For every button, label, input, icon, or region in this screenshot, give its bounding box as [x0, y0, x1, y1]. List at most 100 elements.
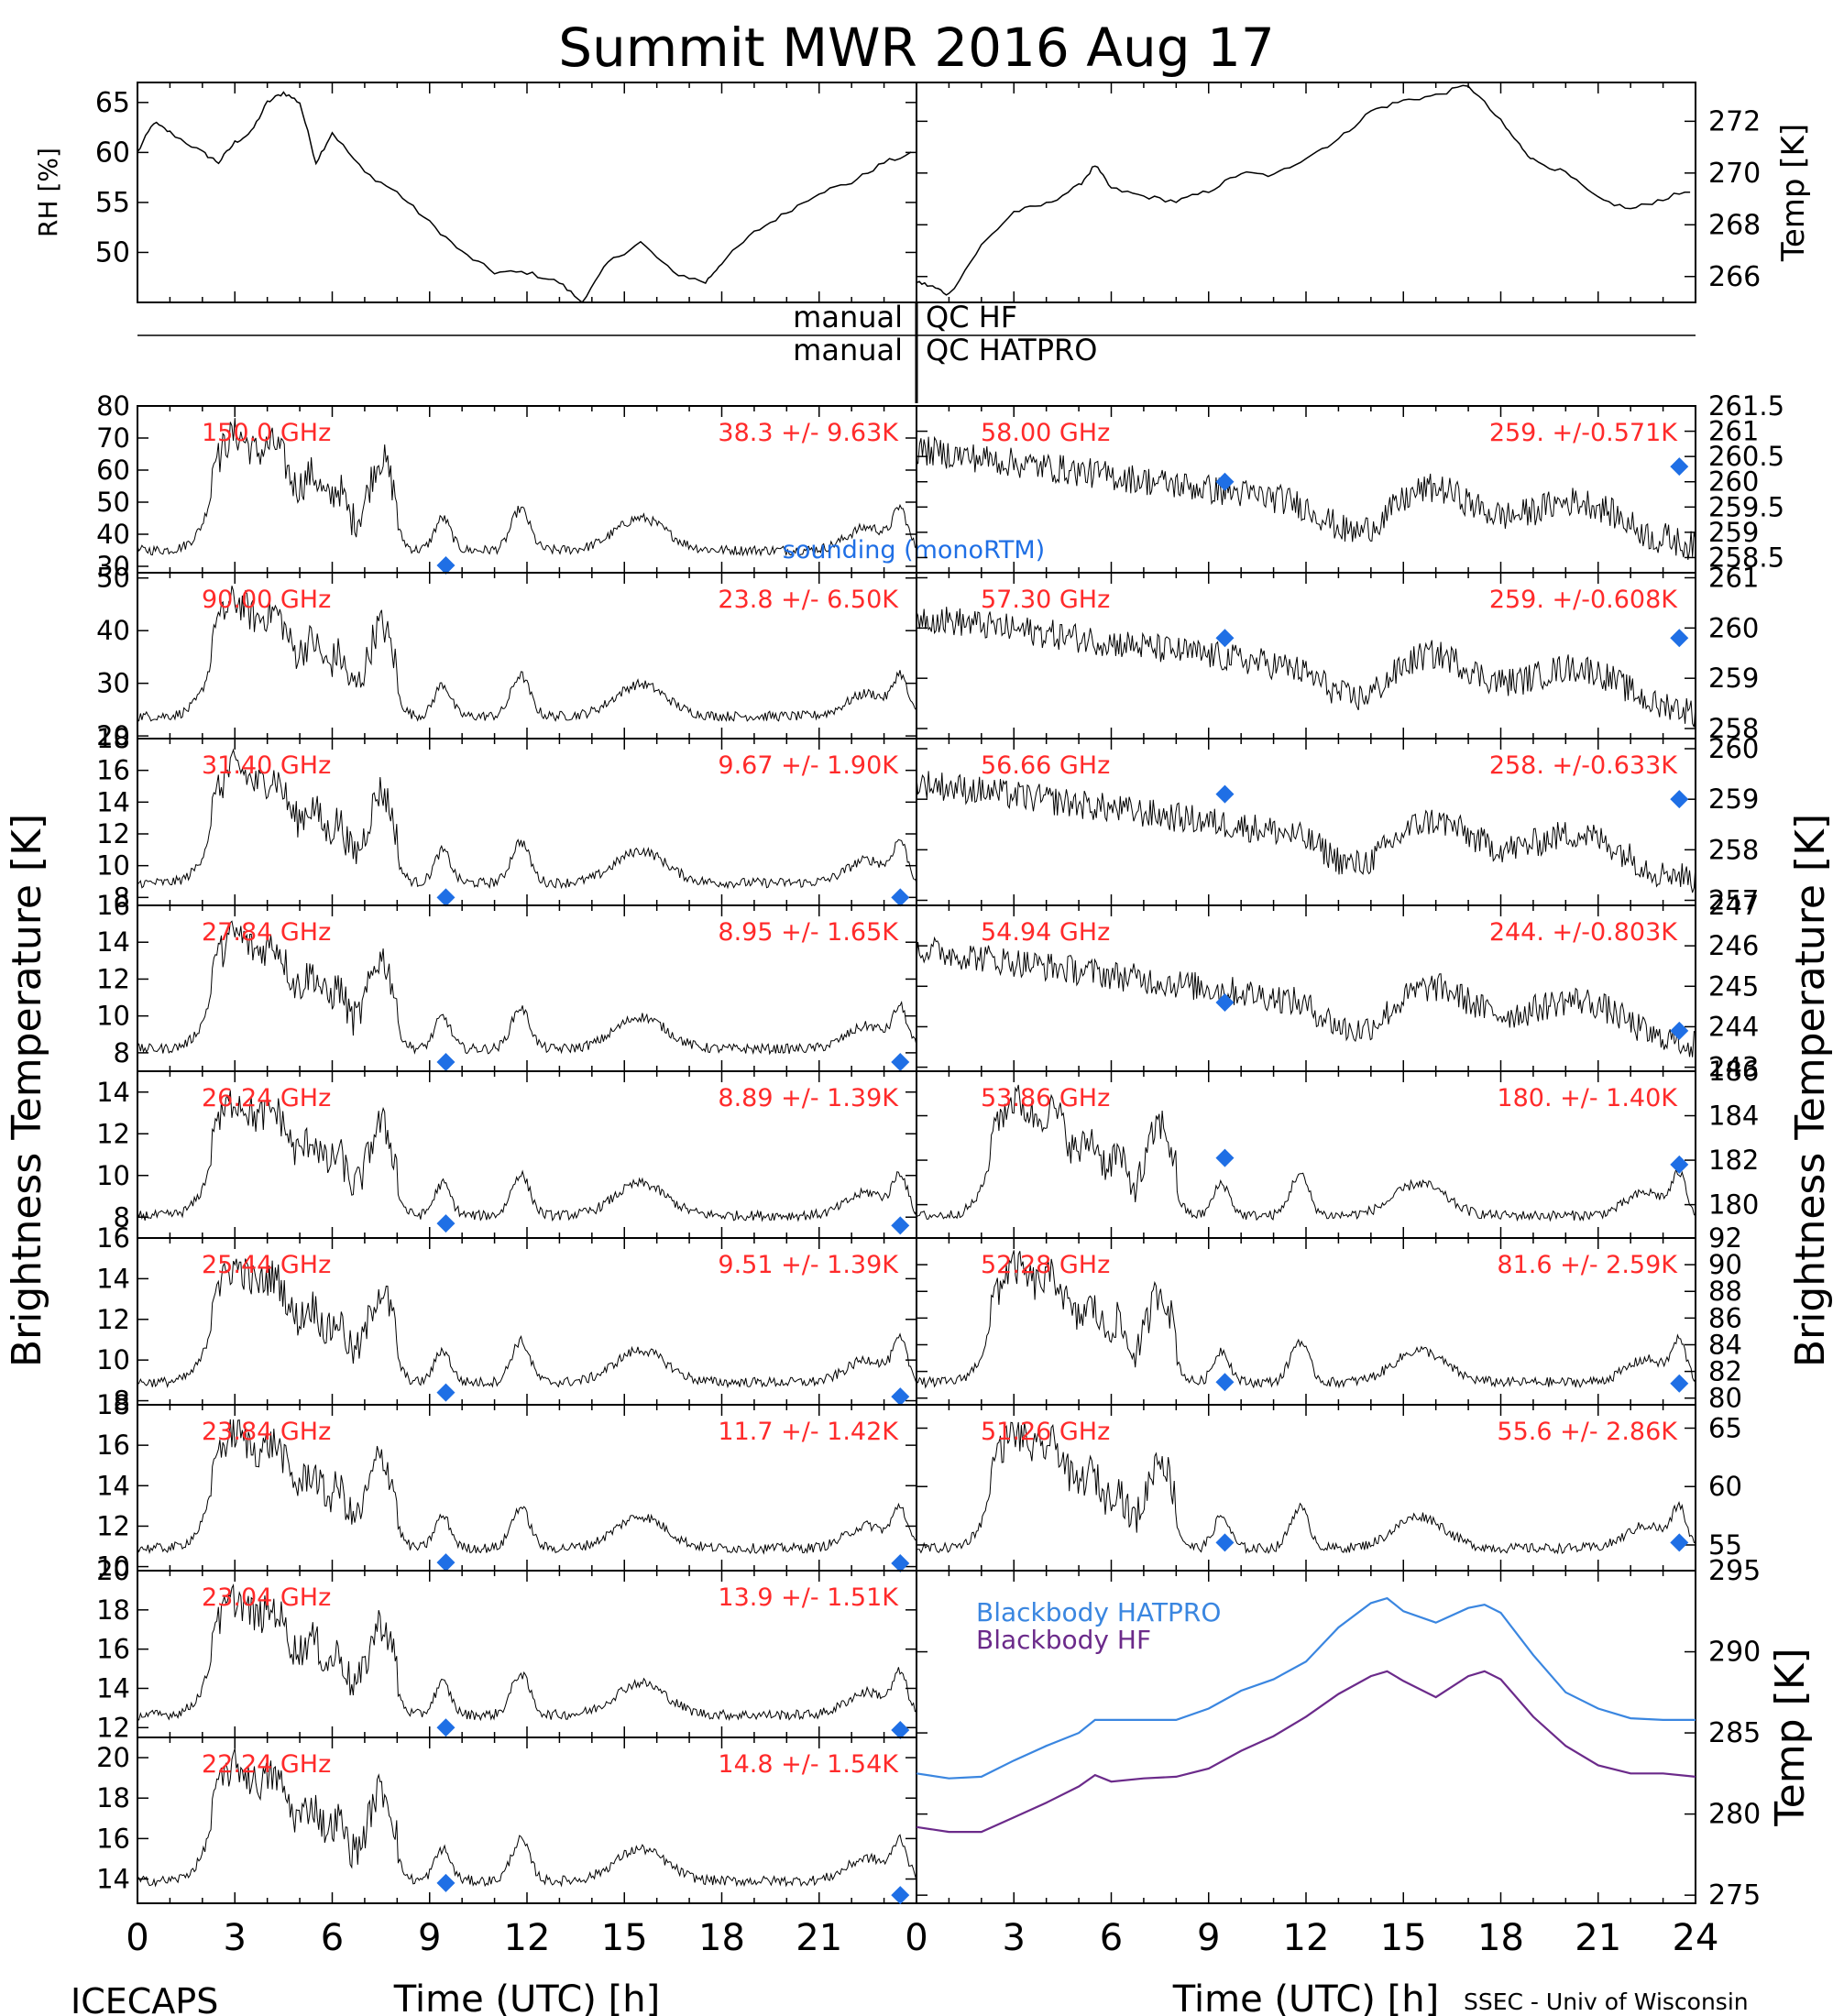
y-tick-label: 82 — [1708, 1356, 1742, 1387]
y-tick-label: 10 — [96, 1001, 130, 1032]
sounding-marker — [436, 1718, 456, 1737]
channel-statistic: 9.51 +/- 1.39K — [718, 1251, 899, 1279]
channel-frequency: 27.84 GHz — [202, 918, 331, 947]
channel-frequency: 25.44 GHz — [202, 1251, 331, 1279]
sounding-marker — [1215, 1148, 1235, 1167]
y-tick-label: 80 — [96, 390, 130, 422]
y-tick-label: 275 — [1708, 1879, 1761, 1912]
y-tick-label: 184 — [1708, 1101, 1759, 1132]
panel-18: 275 280 285 290 295 Blackbody HATPROBlackbody… — [916, 1555, 1814, 1912]
y-tick-label: 243 — [1708, 1052, 1759, 1083]
y-tick-label: 259.5 — [1708, 491, 1784, 522]
sounding-marker — [891, 1387, 910, 1407]
y-tick-label: 261.5 — [1708, 390, 1784, 422]
panel-12: 258 259 260 261 57.30 GHz 259. +/-0.608K — [916, 562, 1759, 744]
sounding-marker — [891, 888, 910, 907]
y-tick-label: 290 — [1708, 1637, 1761, 1669]
y-tick-label: 260 — [1708, 466, 1759, 498]
y-tick-label: 20 — [96, 1742, 130, 1773]
y-tick-label: 12 — [96, 1304, 130, 1335]
y-tick-label: 10 — [96, 850, 130, 882]
series-line — [137, 920, 917, 1056]
panel-3: 20 30 40 50 90.00 GHz 23.8 +/- 6.50K — [96, 563, 917, 751]
channel-frequency: 26.24 GHz — [202, 1084, 331, 1112]
channel-statistic: 9.67 +/- 1.90K — [718, 751, 899, 780]
series-line — [137, 1090, 917, 1222]
y-tick-label: 86 — [1708, 1302, 1742, 1333]
channel-statistic: 13.9 +/- 1.51K — [718, 1583, 899, 1612]
channel-frequency: 23.84 GHz — [202, 1418, 331, 1446]
y-tick-label: 258 — [1708, 713, 1759, 744]
panel-13: 257 258 259 260 56.66 GHz 258. +/-0.633K — [916, 733, 1759, 915]
y-tick-label: 60 — [96, 455, 130, 486]
channel-statistic: 8.95 +/- 1.65K — [718, 918, 899, 947]
y-tick-label: 261 — [1708, 562, 1759, 593]
channel-statistic: 14.8 +/- 1.54K — [718, 1750, 899, 1779]
y-tick-label: 260 — [1708, 612, 1759, 643]
y-tick-label: 8 — [114, 1037, 130, 1068]
y-label-right: Brightness Temperature [K] — [1787, 814, 1833, 1367]
channel-frequency: 90.00 GHz — [202, 586, 331, 614]
y-tick-label: 50 — [96, 487, 130, 518]
y-tick-label: 16 — [96, 1823, 130, 1854]
y-tick-label: 92 — [1708, 1222, 1742, 1254]
y-tick-label: 40 — [96, 519, 130, 550]
sounding-marker — [1215, 992, 1235, 1012]
channel-statistic: 259. +/-0.608K — [1489, 586, 1678, 614]
y-tick-label: 8 — [114, 1386, 130, 1417]
channel-statistic: 259. +/-0.571K — [1489, 419, 1678, 447]
y-tick-label: 12 — [96, 818, 130, 849]
y-tick-label: 20 — [96, 720, 130, 751]
y-tick-label: 258 — [1708, 834, 1759, 865]
y-tick-label: 84 — [1708, 1329, 1742, 1360]
y-tick-label: 88 — [1708, 1276, 1742, 1307]
channel-frequency: 52.28 GHz — [981, 1251, 1110, 1279]
rh-axis-label: RH [%] — [33, 148, 63, 237]
y-tick-label: 90 — [1708, 1249, 1742, 1280]
series-line — [137, 1258, 917, 1389]
y-tick-label: 60 — [95, 137, 130, 169]
channel-frequency: 54.94 GHz — [981, 918, 1110, 947]
y-tick-label: 247 — [1708, 890, 1759, 921]
x-tick-label: 3 — [224, 1917, 247, 1959]
panel-14: 243 244 245 246 247 54.94 GHz 244. +/-0.803K — [916, 890, 1759, 1083]
sounding-marker — [891, 1886, 910, 1905]
y-tick-label: 260 — [1708, 733, 1759, 764]
x-tick-label: 3 — [1003, 1917, 1026, 1959]
series-line — [916, 936, 1696, 1057]
x-label-left: Time (UTC) [h] — [393, 1978, 660, 2016]
y-tick-label: 245 — [1708, 970, 1759, 1002]
panel-7: 8 10 12 14 16 25.44 GHz 9.51 +/- 1.39K — [96, 1222, 917, 1417]
panel-frame — [137, 82, 917, 303]
y-tick-label: 180 — [1708, 1189, 1759, 1221]
x-tick-label: 6 — [1100, 1917, 1123, 1959]
series-line — [137, 748, 917, 890]
sounding-marker — [436, 1383, 456, 1402]
sounding-marker — [436, 1873, 456, 1892]
sounding-marker — [891, 1554, 910, 1572]
x-tick-label: 12 — [1283, 1917, 1330, 1959]
panel-10: 14 16 18 20 22.24 GHz 14.8 +/- 1.54K — [96, 1737, 917, 1905]
y-tick-label: 16 — [96, 1430, 130, 1461]
sounding-marker — [1215, 1373, 1235, 1392]
sounding-marker — [1670, 1374, 1689, 1393]
series-line — [137, 1419, 917, 1555]
y-tick-label: 182 — [1708, 1145, 1759, 1176]
x-tick-label: 24 — [1673, 1917, 1719, 1959]
series-line — [916, 607, 1696, 728]
y-tick-label: 8 — [114, 882, 130, 913]
sounding-marker — [436, 556, 456, 575]
panel-9: 12 14 16 18 20 23.04 GHz 13.9 +/- 1.51K — [96, 1555, 917, 1743]
channel-statistic: 180. +/- 1.40K — [1497, 1084, 1678, 1112]
x-tick-label: 0 — [126, 1917, 148, 1959]
y-tick-label: 65 — [1708, 1412, 1742, 1443]
x-tick-label: 6 — [321, 1917, 344, 1959]
channel-frequency: 150.0 GHz — [202, 419, 331, 447]
channel-statistic: 258. +/-0.633K — [1489, 751, 1678, 780]
y-label-left: Brightness Temperature [K] — [4, 814, 50, 1367]
y-tick-label: 16 — [96, 1634, 130, 1665]
x-tick-label: 18 — [1477, 1917, 1524, 1959]
sounding-marker — [1670, 1533, 1689, 1552]
